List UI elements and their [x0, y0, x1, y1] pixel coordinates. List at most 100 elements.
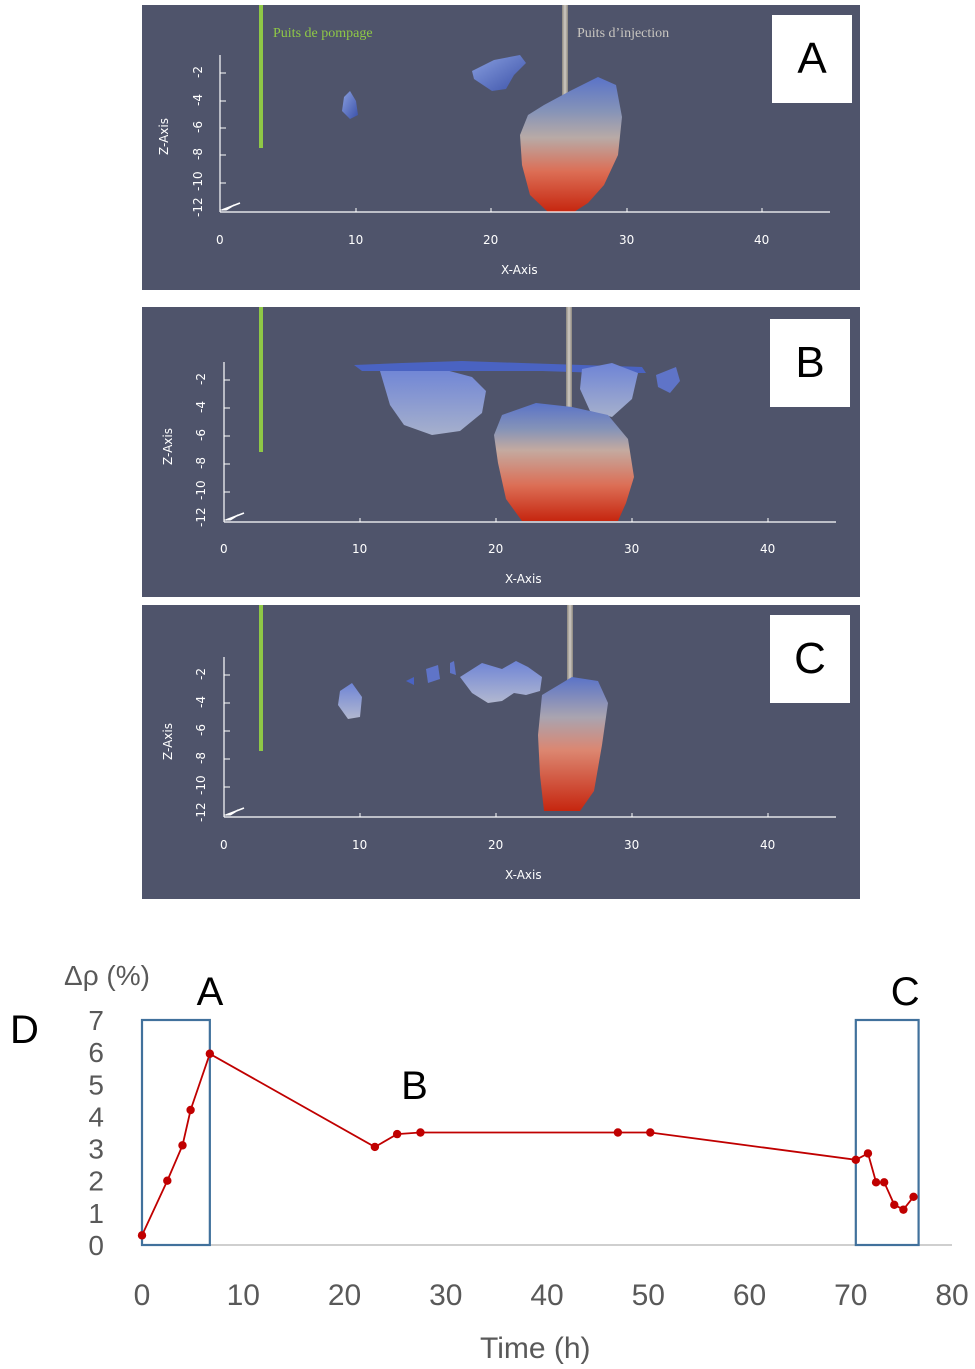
- x-tick-80: 80: [935, 1279, 968, 1312]
- z-axis-title: Z-Axis: [157, 118, 171, 155]
- z-tick-m12: -12: [194, 507, 208, 527]
- panel-label-b: B: [770, 319, 850, 407]
- series-line: [141, 1052, 915, 1236]
- data-point-10: [851, 1155, 861, 1165]
- data-point-15: [899, 1205, 908, 1214]
- highlight-box-a: [140, 1018, 211, 1247]
- y-tick-0: 0: [88, 1230, 104, 1261]
- panel-b: 0 10 20 30 40 X-Axis -12 -10 -8 -6 -4 -2…: [142, 307, 860, 597]
- z-tick-m6: -6: [194, 724, 208, 736]
- z-ticks: [224, 674, 230, 816]
- z-tick-labels: -12 -10 -8 -6 -4 -2: [194, 668, 208, 822]
- y-tick-4: 4: [88, 1101, 104, 1132]
- z-tick-m10: -10: [194, 480, 208, 500]
- plume: [520, 77, 622, 212]
- panel-label-c: C: [770, 615, 850, 703]
- x-tick-10: 10: [227, 1279, 260, 1312]
- data-point-8: [613, 1128, 623, 1137]
- y-tick-5: 5: [88, 1069, 104, 1100]
- x-tick-40: 40: [754, 233, 769, 247]
- x-axis-title: Time (h): [480, 1332, 591, 1365]
- z-tick-m12: -12: [191, 197, 205, 217]
- annotations: A B C: [197, 970, 920, 1108]
- z-tick-labels: -12 -10 -8 -6 -4 -2: [194, 373, 208, 527]
- x-tick-30: 30: [619, 233, 634, 247]
- blob-sheet: [354, 361, 646, 373]
- x-minor-ticks: [223, 518, 769, 522]
- panel-a-view: Puits de pompage Puits d’injection 0 10 …: [157, 5, 830, 277]
- data-point-16: [909, 1192, 918, 1201]
- x-tick-0: 0: [220, 838, 228, 852]
- blob-tiny-1: [406, 677, 414, 685]
- z-axis-title: Z-Axis: [161, 428, 175, 465]
- blob-small: [342, 91, 358, 119]
- highlight-boxes: [140, 1018, 920, 1247]
- annotation-b: B: [401, 1064, 428, 1108]
- z-tick-labels: -12 -10 -8 -6 -4 -2: [191, 66, 205, 217]
- injection-well: [566, 307, 572, 407]
- x-axis-title: X-Axis: [501, 263, 538, 277]
- z-tick-m4: -4: [191, 94, 205, 106]
- y-tick-6: 6: [88, 1037, 104, 1068]
- axes: [223, 362, 836, 523]
- x-tick-0: 0: [216, 233, 224, 247]
- axes: [219, 55, 830, 213]
- blob-small-left: [338, 683, 362, 719]
- data-point-7: [416, 1128, 425, 1137]
- panel-letter-d: D: [10, 1008, 39, 1052]
- x-tick-0: 0: [134, 1279, 151, 1312]
- panel-a: Puits de pompage Puits d’injection 0 10 …: [142, 5, 860, 290]
- panel-c: 0 10 20 30 40 X-Axis -12 -10 -8 -6 -4 -2…: [142, 605, 860, 899]
- data-point-13: [879, 1178, 889, 1187]
- z-axis-title: Z-Axis: [161, 723, 175, 760]
- axes: [223, 657, 836, 818]
- blob-left: [380, 367, 486, 435]
- z-ticks: [220, 72, 226, 211]
- y-tick-7: 7: [88, 1005, 104, 1036]
- data-point-14: [890, 1200, 899, 1210]
- x-tick-labels: 0 10 20 30 40 50 60 70 80: [134, 1279, 969, 1312]
- y-axis-title: Δρ (%): [64, 960, 150, 991]
- pumping-well-label: Puits de pompage: [273, 26, 373, 41]
- z-tick-m4: -4: [194, 401, 208, 413]
- blob-far-right: [656, 367, 680, 393]
- z-ticks: [224, 379, 230, 521]
- x-tick-10: 10: [348, 233, 363, 247]
- annotation-a: A: [197, 970, 224, 1014]
- injection-well-label: Puits d’injection: [577, 26, 669, 41]
- annotation-c: C: [891, 970, 920, 1014]
- x-minor-ticks: [219, 208, 763, 212]
- data-point-9: [646, 1128, 655, 1137]
- injection-well: [562, 5, 568, 103]
- z-tick-m10: -10: [194, 775, 208, 795]
- data-point-6: [392, 1129, 402, 1139]
- injection-well: [567, 605, 573, 703]
- x-tick-30: 30: [429, 1279, 462, 1312]
- data-point-2: [178, 1141, 187, 1150]
- x-tick-40: 40: [760, 542, 775, 556]
- x-tick-20: 20: [483, 233, 498, 247]
- x-tick-70: 70: [834, 1279, 867, 1312]
- x-axis-title: X-Axis: [505, 572, 542, 586]
- x-tick-10: 10: [352, 542, 367, 556]
- y-tick-1: 1: [88, 1198, 104, 1229]
- z-tick-m8: -8: [194, 457, 208, 469]
- z-tick-m12: -12: [194, 802, 208, 822]
- z-tick-m6: -6: [194, 429, 208, 441]
- data-point-4: [205, 1049, 215, 1058]
- blob-right-upper: [580, 363, 638, 417]
- blob-upper: [472, 55, 526, 91]
- z-tick-m2: -2: [194, 668, 208, 680]
- data-point-11: [863, 1149, 873, 1158]
- x-tick-40: 40: [530, 1279, 563, 1312]
- plume: [538, 677, 608, 811]
- data-point-12: [871, 1178, 881, 1187]
- y-tick-3: 3: [88, 1134, 104, 1165]
- x-tick-20: 20: [328, 1279, 361, 1312]
- x-tick-20: 20: [488, 542, 503, 556]
- x-tick-10: 10: [352, 838, 367, 852]
- blob-tiny-2: [426, 665, 440, 683]
- z-tick-m4: -4: [194, 696, 208, 708]
- blob-tiny-3: [450, 661, 456, 675]
